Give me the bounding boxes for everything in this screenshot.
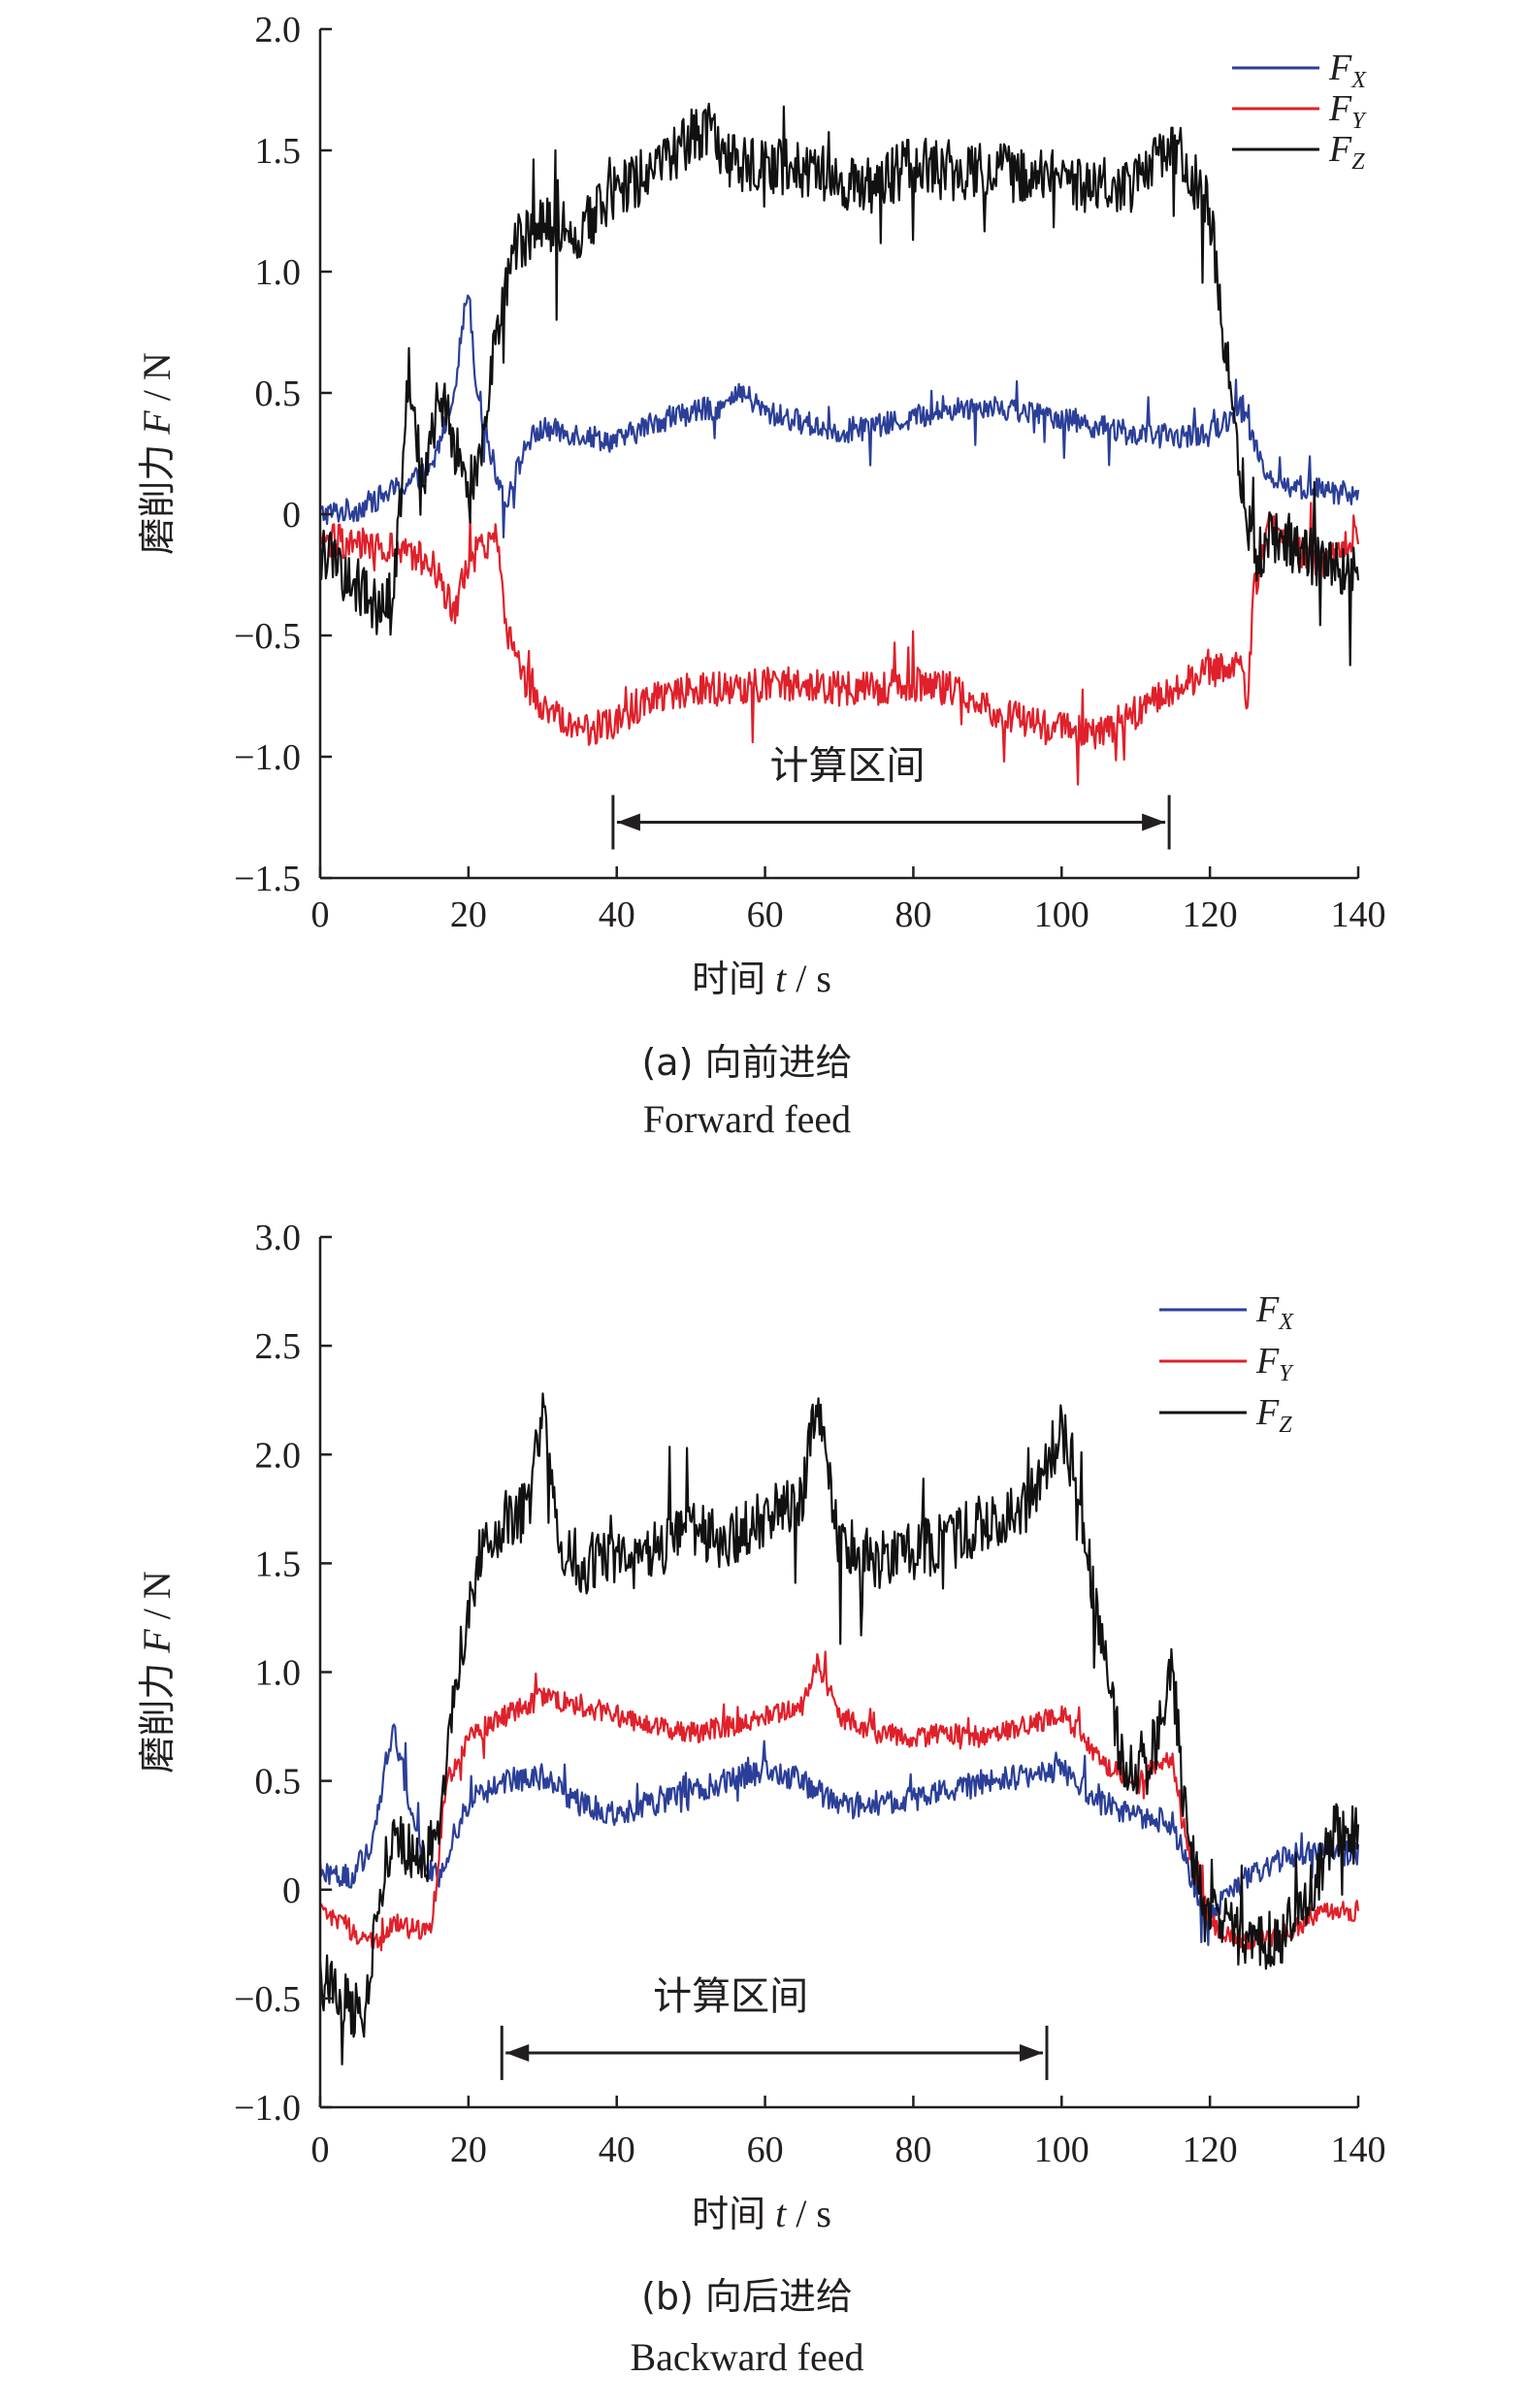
y-axis-label-zh: 磨削力 (136, 1663, 179, 1773)
chart-b: 3.02.52.01.51.00.50−0.5−1.00 20 40 60 80 100 1… (135, 1218, 1386, 2379)
x-axis-label-zh: 时间 (692, 2193, 765, 2235)
legend-label-fz: FZ (1328, 129, 1365, 175)
y-tick-label: 1.0 (255, 1653, 302, 1694)
series-line-fy (318, 502, 1360, 786)
x-axis-label-var: t (765, 2192, 787, 2235)
x-tick-label: 60 (747, 895, 784, 935)
series-line-fz (318, 102, 1360, 667)
legend-label-name: F (1328, 48, 1352, 88)
y-axis-label-unit: / N (135, 1571, 179, 1629)
y-axis-label: 磨削力 F / N (135, 352, 179, 554)
y-tick-label: −1.0 (234, 737, 301, 778)
x-tick-label: 120 (1183, 2130, 1238, 2170)
series-line-fy (319, 1650, 1360, 1952)
x-axis-label-var: t (765, 957, 787, 1000)
y-tick-label: −0.5 (234, 616, 301, 657)
y-tick-label: −0.5 (234, 1979, 301, 2020)
y-tick-label: 0 (282, 1871, 301, 1911)
x-tick-label: 0 (311, 895, 330, 935)
caption-en: Backward feed (631, 2335, 864, 2379)
legend-label-name: F (1255, 1392, 1280, 1433)
series-line-fz (318, 1392, 1360, 2066)
y-axis-label-zh: 磨削力 (136, 444, 179, 555)
y-tick-label: 1.5 (255, 131, 302, 172)
y-tick-label: −1.0 (234, 2088, 301, 2129)
x-tick-label: 80 (894, 895, 931, 935)
y-axis-label-var: F (135, 410, 179, 444)
x-axis-label-unit: / s (786, 2192, 831, 2235)
y-tick-label: 3.0 (255, 1218, 302, 1258)
y-tick-label: 0.5 (255, 374, 302, 414)
y-tick-label: 1.5 (255, 1544, 302, 1584)
x-tick-label: 20 (450, 895, 487, 935)
legend-label-sub: Z (1351, 149, 1365, 175)
interval-label: 计算区间 (770, 744, 926, 789)
legend-label-name: F (1255, 1289, 1280, 1330)
y-tick-label: 2.0 (255, 10, 302, 50)
y-axis-label-var: F (135, 1629, 179, 1663)
x-tick-label: 140 (1331, 2130, 1386, 2170)
x-tick-label: 100 (1034, 2130, 1089, 2170)
interval-arrow-left (505, 2043, 530, 2062)
legend-label-sub: X (1278, 1310, 1294, 1335)
x-axis-label: 时间 t / s (692, 2192, 831, 2235)
y-tick-label: 0 (282, 495, 301, 536)
y-tick-label: 2.5 (255, 1326, 302, 1367)
x-tick-label: 40 (599, 895, 635, 935)
legend-label-sub: X (1350, 68, 1367, 93)
series-line-fx (319, 294, 1360, 538)
legend-label-fx: FX (1328, 48, 1367, 93)
legend-label-sub: Y (1351, 109, 1367, 134)
x-tick-label: 80 (894, 2130, 931, 2170)
interval-label: 计算区间 (653, 1974, 808, 2019)
y-axis-label-unit: / N (135, 352, 179, 410)
legend-label-fy: FY (1255, 1341, 1294, 1386)
caption-en: Forward feed (643, 1097, 851, 1141)
legend-label-sub: Y (1279, 1361, 1294, 1386)
x-axis-label-unit: / s (786, 957, 831, 1000)
x-tick-label: 0 (311, 2130, 330, 2170)
legend-label-sub: Z (1279, 1413, 1292, 1438)
legend-label-fy: FY (1328, 88, 1367, 134)
y-axis-label: 磨削力 F / N (135, 1571, 179, 1773)
x-tick-label: 100 (1034, 895, 1089, 935)
x-tick-label: 20 (450, 2130, 487, 2170)
interval-arrow-right (1142, 813, 1166, 831)
y-tick-label: 2.0 (255, 1435, 302, 1476)
interval-arrow-right (1020, 2043, 1043, 2062)
y-tick-label: 1.0 (255, 252, 302, 293)
caption-zh: (a) 向前进给 (641, 1041, 852, 1084)
x-axis-label: 时间 t / s (692, 957, 831, 1000)
chart-a: 2.01.51.00.50−0.5−1.0−1.50 20 40 60 80 100 120… (135, 10, 1386, 1141)
y-tick-label: 0.5 (255, 1762, 302, 1803)
legend-label-fx: FX (1255, 1289, 1294, 1335)
series-line-fx (318, 1723, 1360, 1946)
legend-label-name: F (1255, 1341, 1280, 1382)
legend-label-fz: FZ (1255, 1392, 1292, 1438)
y-tick-label: −1.5 (234, 859, 301, 899)
x-tick-label: 140 (1331, 895, 1386, 935)
interval-arrow-left (616, 813, 640, 831)
x-axis-label-zh: 时间 (692, 958, 765, 1000)
x-tick-label: 40 (599, 2130, 635, 2170)
legend-label-name: F (1328, 88, 1352, 129)
caption-zh: (b) 向后进给 (641, 2275, 853, 2318)
legend-label-name: F (1328, 129, 1352, 170)
x-tick-label: 60 (747, 2130, 784, 2170)
x-tick-label: 120 (1183, 895, 1238, 935)
